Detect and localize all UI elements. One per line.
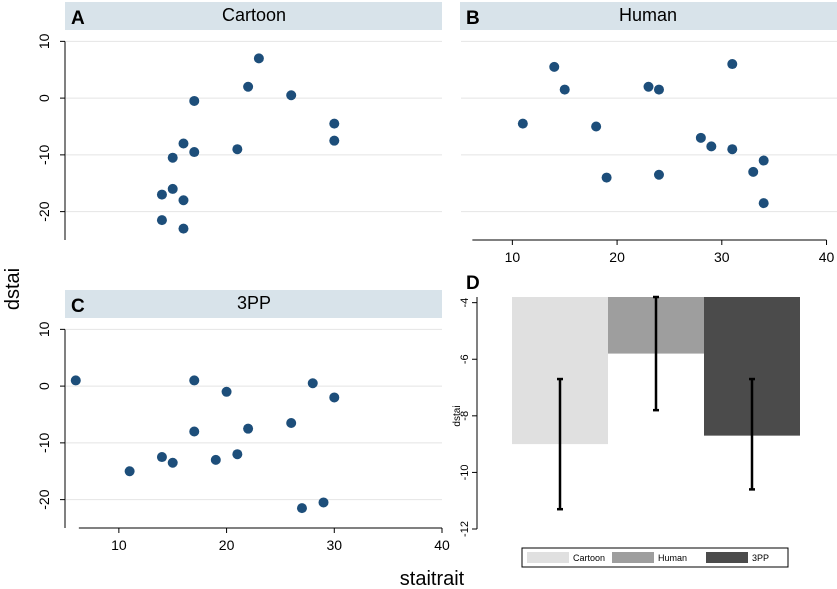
panel-c-point	[210, 454, 221, 465]
panel-a-point	[329, 135, 340, 146]
panel-b-point	[706, 141, 717, 152]
panel-a-point	[167, 152, 178, 163]
panel-a-point	[156, 189, 167, 200]
panel-b-point	[727, 59, 738, 70]
panel-a-point	[253, 53, 264, 64]
panel-a-y-tick-label: 10	[36, 33, 52, 49]
panel-c-point	[318, 497, 329, 508]
panel-a-point	[189, 95, 200, 106]
panel-a-point	[178, 138, 189, 149]
shared-x-axis-label: staitrait	[400, 568, 465, 589]
panel-b-x-tick-label: 10	[505, 249, 521, 265]
panel-a-cartoon: A Cartoon 10 0 -10 -20	[36, 2, 442, 240]
panel-d-y-tick-label: -8	[459, 411, 471, 421]
panel-a-point	[329, 118, 340, 129]
panel-b-point	[559, 84, 570, 95]
panel-b-x-tick-label: 40	[819, 249, 835, 265]
panel-d-legend: Cartoon Human 3PP	[521, 547, 789, 568]
panel-c-y-tick-label: -20	[36, 489, 52, 509]
panel-a-point	[178, 223, 189, 234]
panel-b-point	[748, 166, 759, 177]
panel-a-point	[189, 147, 200, 158]
panel-c-x-tick-label: 40	[434, 537, 450, 553]
panel-a-point	[286, 90, 297, 101]
panel-a-y-tick-label: -10	[36, 145, 52, 165]
shared-y-axis-label: dstai	[2, 268, 24, 310]
panel-b-point	[601, 172, 612, 183]
panel-a-point	[243, 81, 254, 92]
panel-c-point	[189, 375, 200, 386]
panel-a-point	[156, 215, 167, 226]
panel-b-title: Human	[619, 5, 677, 25]
legend-swatch-human	[612, 552, 654, 563]
panel-c-point	[286, 418, 297, 428]
panel-b-x-tick-label: 30	[714, 249, 730, 265]
panel-d-letter: D	[466, 273, 480, 294]
panel-a-header	[65, 2, 442, 30]
panel-c-3pp: C 3PP 10 0 -10 -20 10 20 30 40	[36, 290, 450, 553]
panel-c-x-tick-label: 20	[219, 537, 235, 553]
panel-c-point	[167, 457, 178, 468]
panel-a-title: Cartoon	[222, 5, 286, 25]
panel-b-x-tick-label: 20	[609, 249, 625, 265]
legend-swatch-3pp	[706, 552, 748, 563]
panel-a-y-tick-label: 0	[36, 94, 52, 102]
panel-d-y-axis-label: dstai	[452, 405, 463, 426]
panel-a-y-tick-label: -20	[36, 201, 52, 221]
panel-c-point	[243, 423, 254, 434]
panel-c-header	[65, 290, 442, 318]
panel-c-x-tick-label: 30	[326, 537, 342, 553]
panel-b-point	[758, 198, 769, 209]
panel-c-point	[232, 449, 243, 460]
panel-d-y-tick-label: -4	[459, 298, 471, 308]
panel-b-point	[517, 118, 528, 129]
panel-c-letter: C	[71, 296, 85, 317]
panel-b-point	[643, 81, 654, 92]
panel-b-header	[460, 2, 837, 30]
panel-a-point	[167, 183, 178, 194]
panel-b-point	[591, 121, 602, 132]
panel-c-point	[156, 452, 167, 463]
panel-a-point	[232, 144, 243, 155]
panel-c-point	[70, 375, 81, 386]
panel-d-bar-chart: D dstai Cartoon Human 3PP -4 -6 -8 -10 -12	[452, 273, 800, 568]
panel-d-y-tick-label: -6	[459, 354, 471, 364]
panel-a-point	[178, 195, 189, 206]
panel-b-point	[549, 61, 560, 72]
panel-c-point	[307, 378, 318, 389]
panel-c-point	[329, 392, 340, 403]
panel-b-point	[653, 84, 664, 95]
legend-label-3pp: 3PP	[752, 553, 769, 563]
panel-c-x-tick-label: 10	[111, 537, 127, 553]
panel-b-human: B Human 10 20 30 40	[460, 2, 837, 265]
panel-c-title: 3PP	[237, 293, 271, 313]
panel-d-y-tick-label: -12	[459, 521, 471, 537]
panel-c-point	[296, 503, 307, 514]
panel-c-y-tick-label: -10	[36, 433, 52, 453]
panel-d-y-tick-label: -10	[459, 464, 471, 480]
panel-b-point	[727, 144, 738, 155]
panel-c-y-tick-label: 0	[36, 382, 52, 390]
legend-swatch-cartoon	[527, 552, 569, 563]
panel-b-letter: B	[466, 8, 480, 29]
panel-b-point	[653, 169, 664, 180]
panel-c-point	[124, 466, 135, 477]
panel-c-y-tick-label: 10	[36, 321, 52, 337]
panel-b-point	[695, 132, 706, 143]
legend-label-human: Human	[658, 553, 687, 563]
panel-c-point	[189, 426, 200, 437]
panel-b-point	[758, 155, 769, 166]
legend-label-cartoon: Cartoon	[573, 553, 605, 563]
panel-a-letter: A	[71, 8, 85, 29]
panel-c-point	[221, 386, 232, 397]
